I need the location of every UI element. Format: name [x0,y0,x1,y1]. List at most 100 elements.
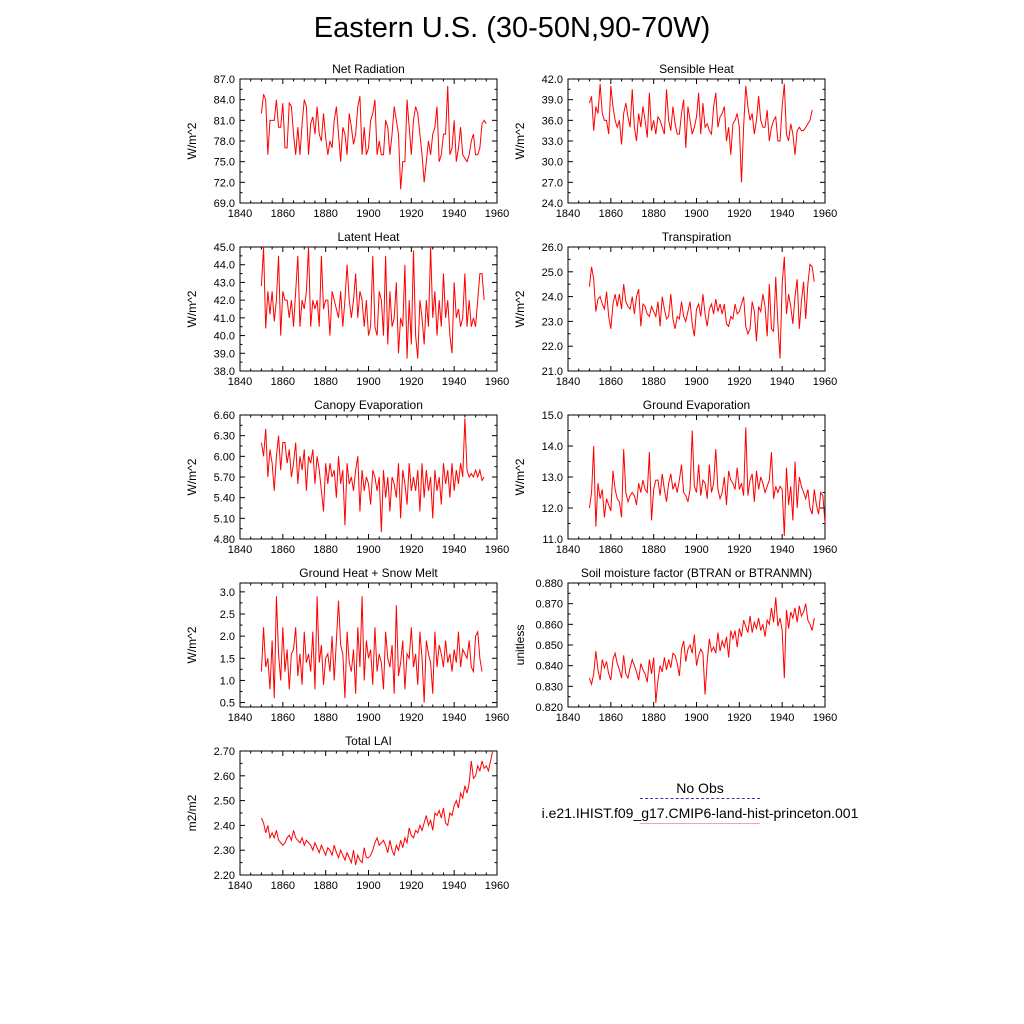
x-tick-label: 1860 [599,544,623,556]
y-tick-label: 23.0 [542,316,563,328]
x-tick-label: 1960 [813,208,837,220]
y-tick-label: 0.850 [535,640,563,652]
x-tick-label: 1960 [485,544,509,556]
x-tick-label: 1900 [356,544,380,556]
plot-frame [239,78,498,204]
x-tick-label: 1840 [228,208,252,220]
y-tick-label: 0.860 [535,619,563,631]
y-tick-label: 0.880 [535,578,563,590]
y-tick-label: 30.0 [542,157,563,169]
x-tick-label: 1860 [271,376,295,388]
page-title: Eastern U.S. (30-50N,90-70W) [313,12,711,44]
y-axis-label: unitless [513,625,527,666]
y-tick-label: 84.0 [214,95,235,107]
x-tick-label: 1860 [599,208,623,220]
y-tick-label: 40.0 [214,331,235,343]
y-axis-label: m2/m2 [185,794,199,831]
series-line [260,418,485,533]
series-line [588,83,813,183]
x-tick-label: 1960 [485,712,509,724]
series-line [260,246,485,359]
y-tick-label: 45.0 [214,242,235,254]
y-tick-label: 39.0 [542,95,563,107]
y-tick-label: 39.0 [214,348,235,360]
x-tick-label: 1860 [271,880,295,892]
y-tick-label: 0.820 [535,702,563,714]
y-tick-label: 6.60 [214,410,235,422]
y-tick-label: 1.5 [220,653,235,665]
x-tick-label: 1920 [399,208,423,220]
x-tick-label: 1900 [356,208,380,220]
y-tick-label: 24.0 [542,292,563,304]
x-tick-label: 1900 [684,208,708,220]
x-tick-label: 1840 [556,208,580,220]
x-tick-label: 1960 [485,376,509,388]
x-tick-label: 1920 [399,712,423,724]
x-tick-label: 1840 [556,376,580,388]
y-tick-label: 13.0 [542,472,563,484]
x-tick-label: 1880 [641,544,665,556]
y-tick-label: 38.0 [214,366,235,378]
y-tick-label: 5.10 [214,513,235,525]
x-tick-label: 1940 [442,712,466,724]
series-line [260,85,487,190]
x-tick-label: 1920 [727,544,751,556]
y-tick-label: 44.0 [214,260,235,272]
x-tick-label: 1900 [684,712,708,724]
x-tick-label: 1840 [228,544,252,556]
y-tick-label: 69.0 [214,198,235,210]
y-tick-label: 0.840 [535,661,563,673]
y-tick-label: 25.0 [542,267,563,279]
y-axis-label: W/m^2 [185,290,199,327]
y-tick-label: 42.0 [214,295,235,307]
plot-title: Transpiration [662,230,732,244]
legend-obs-label: No Obs [676,780,724,796]
y-tick-label: 2.60 [214,771,235,783]
plot-title: Soil moisture factor (BTRAN or BTRANMN) [581,566,812,580]
x-tick-label: 1900 [356,880,380,892]
y-tick-label: 6.30 [214,431,235,443]
y-axis-label: W/m^2 [513,122,527,159]
x-tick-label: 1860 [271,712,295,724]
y-tick-label: 0.830 [535,681,563,693]
x-tick-label: 1860 [599,376,623,388]
y-tick-label: 36.0 [542,115,563,127]
x-tick-label: 1920 [727,376,751,388]
y-axis-label: W/m^2 [185,122,199,159]
y-tick-label: 0.870 [535,599,563,611]
y-tick-label: 2.5 [220,609,235,621]
legend-model-label: i.e21.IHIST.f09_g17.CMIP6-land-hist-prin… [541,805,859,821]
plot-title: Ground Heat + Snow Melt [299,566,438,580]
x-tick-label: 1880 [641,712,665,724]
x-tick-label: 1840 [556,712,580,724]
legend-obs-swatch [640,798,760,799]
y-tick-label: 75.0 [214,157,235,169]
y-tick-label: 2.20 [214,870,235,882]
y-tick-label: 2.40 [214,820,235,832]
y-tick-label: 81.0 [214,115,235,127]
x-tick-label: 1840 [556,544,580,556]
series-line [588,597,815,703]
x-tick-label: 1960 [485,208,509,220]
y-axis-label: W/m^2 [185,458,199,495]
y-tick-label: 5.70 [214,472,235,484]
x-tick-label: 1880 [641,376,665,388]
series-line [260,750,494,866]
y-tick-label: 27.0 [542,177,563,189]
x-tick-label: 1880 [313,376,337,388]
y-tick-label: 43.0 [214,277,235,289]
y-tick-label: 24.0 [542,198,563,210]
x-tick-label: 1900 [684,544,708,556]
y-axis-label: W/m^2 [513,290,527,327]
y-tick-label: 4.80 [214,534,235,546]
y-tick-label: 26.0 [542,242,563,254]
x-tick-label: 1940 [442,880,466,892]
plot-frame [567,78,826,204]
x-tick-label: 1860 [599,712,623,724]
plot-title: Net Radiation [332,62,405,76]
x-tick-label: 1940 [770,376,794,388]
x-tick-label: 1840 [228,376,252,388]
y-tick-label: 42.0 [542,74,563,86]
x-tick-label: 1920 [727,712,751,724]
